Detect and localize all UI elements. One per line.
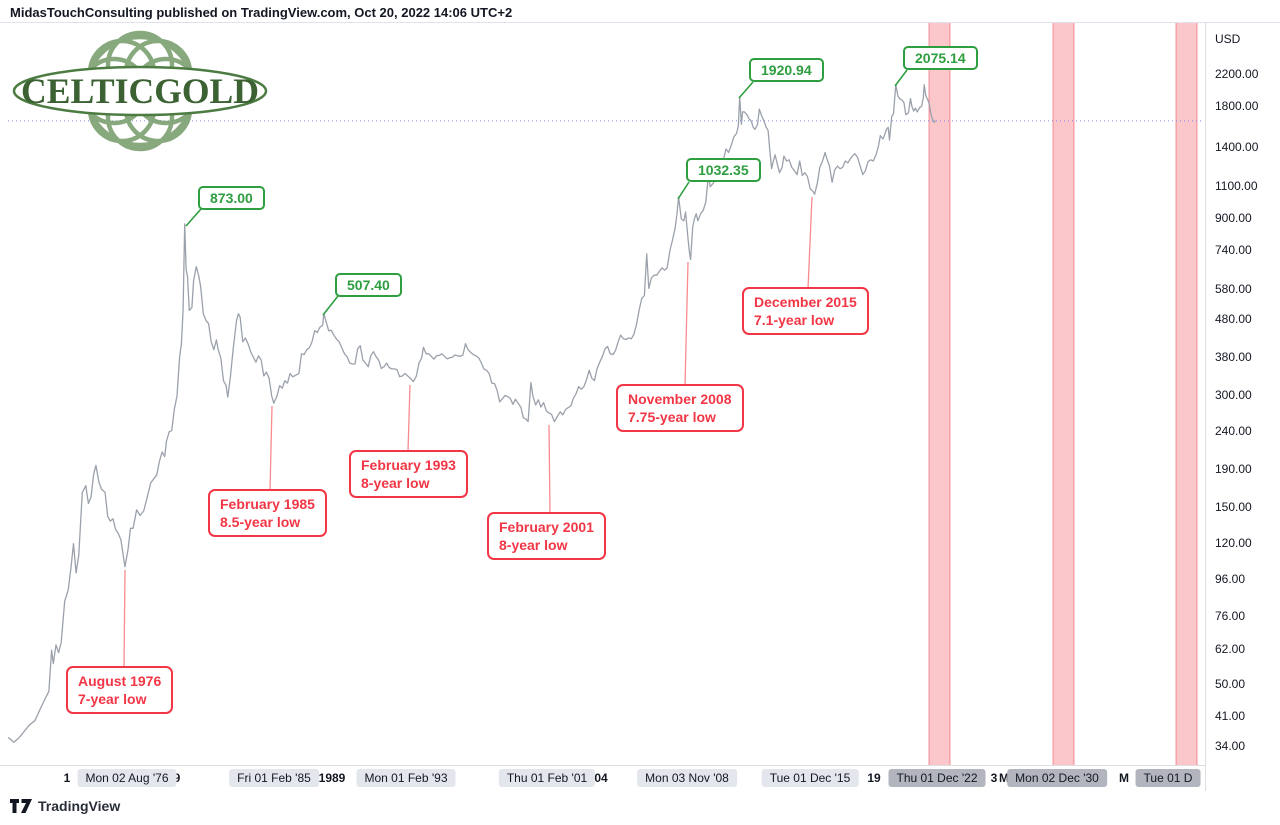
date-badge: Mon 02 Dec '30: [1007, 769, 1107, 787]
logo-ellipse: [12, 65, 268, 117]
date-badge: Fri 01 Feb '85: [229, 769, 319, 787]
price-tick: 1800.00: [1215, 99, 1259, 113]
time-axis[interactable]: 1 9 1989 04 19 3 M M Mon 02 Aug '76 Fri 01 Feb '8…: [0, 765, 1205, 792]
celticgold-logo: CELTICGOLD: [12, 28, 277, 158]
price-tick: 62.00: [1215, 642, 1246, 656]
price-tick: 240.00: [1215, 424, 1252, 438]
price-tick: 41.00: [1215, 709, 1246, 723]
low-pointer-line: [407, 384, 411, 453]
date-badge: Tue 01 Dec '15: [761, 769, 859, 787]
cycle-low-label-2001[interactable]: February 2001 8-year low: [487, 512, 606, 561]
low-pointer-line: [269, 405, 273, 492]
peak-price-label-2020[interactable]: 2075.14: [903, 46, 978, 70]
cycle-low-label-2015[interactable]: December 2015 7.1-year low: [742, 287, 869, 336]
low-label-duration: 7.75-year low: [628, 409, 716, 426]
price-tick: 150.00: [1215, 500, 1252, 514]
low-label-date: August 1976: [78, 673, 162, 689]
low-label-duration: 8-year low: [361, 475, 430, 492]
peak-pointer-line: [677, 181, 690, 200]
peak-price-label-1987[interactable]: 507.40: [335, 273, 402, 297]
projected-low-band: [1053, 23, 1074, 765]
peak-pointer-line: [322, 295, 339, 316]
projected-low-band: [1176, 23, 1197, 765]
low-pointer-line: [123, 569, 126, 669]
price-axis[interactable]: USD 2200.00 1800.00 1400.00 1100.00 900.00 74…: [1206, 22, 1280, 791]
low-label-date: February 2001: [499, 519, 594, 535]
price-tick: 50.00: [1215, 677, 1246, 691]
low-pointer-line: [807, 196, 813, 290]
price-tick: 580.00: [1215, 282, 1252, 296]
cycle-low-label-2008[interactable]: November 2008 7.75-year low: [616, 384, 744, 433]
price-tick: 300.00: [1215, 388, 1252, 402]
date-badge: Mon 01 Feb '93: [356, 769, 456, 787]
price-tick: 120.00: [1215, 536, 1252, 550]
chart-top-border: [0, 22, 1280, 23]
date-badge: Tue 01 D: [1135, 769, 1201, 787]
tradingview-logo-icon: [10, 799, 32, 813]
low-label-duration: 8-year low: [499, 537, 568, 554]
tradingview-brand: TradingView: [38, 798, 121, 814]
axis-year-fragment: 04: [594, 771, 608, 785]
price-tick: 190.00: [1215, 462, 1252, 476]
low-label-date: December 2015: [754, 294, 857, 310]
price-tick: 2200.00: [1215, 67, 1259, 81]
axis-year-fragment: 1989: [318, 771, 346, 785]
axis-year-fragment: 1: [63, 771, 71, 785]
celticgold-logo-image: CELTICGOLD: [12, 30, 268, 152]
date-badge: Thu 01 Dec '22: [888, 769, 986, 787]
cycle-low-label-1976[interactable]: August 1976 7-year low: [66, 666, 174, 715]
price-unit-label: USD: [1215, 32, 1241, 46]
date-badge: Mon 03 Nov '08: [637, 769, 737, 787]
cycle-low-label-1993[interactable]: February 1993 8-year low: [349, 450, 468, 499]
price-tick: 96.00: [1215, 572, 1246, 586]
peak-price-label-2011[interactable]: 1920.94: [749, 58, 824, 82]
price-tick: 1400.00: [1215, 140, 1259, 154]
price-tick: 76.00: [1215, 609, 1246, 623]
date-badge: Thu 01 Feb '01: [498, 769, 596, 787]
peak-price-label-1980[interactable]: 873.00: [198, 186, 265, 210]
low-label-duration: 7.1-year low: [754, 312, 835, 329]
price-axis-separator: [1205, 22, 1206, 791]
axis-year-fragment: 9: [173, 771, 181, 785]
cycle-low-label-1985[interactable]: February 1985 8.5-year low: [208, 489, 327, 538]
low-pointer-line: [548, 424, 551, 515]
peak-pointer-line: [185, 208, 202, 227]
low-label-date: February 1985: [220, 496, 315, 512]
date-badge: Mon 02 Aug '76: [77, 769, 177, 787]
axis-year-fragment: 19: [867, 771, 881, 785]
tradingview-attribution[interactable]: TradingView: [10, 798, 120, 814]
low-label-duration: 7-year low: [78, 691, 147, 708]
price-tick: 480.00: [1215, 312, 1252, 326]
peak-pointer-line: [738, 81, 754, 99]
price-tick: 380.00: [1215, 350, 1252, 364]
projected-low-band: [929, 23, 950, 765]
low-label-date: February 1993: [361, 457, 456, 473]
low-pointer-line: [684, 261, 689, 387]
low-label-date: November 2008: [628, 391, 732, 407]
price-tick: 740.00: [1215, 243, 1252, 257]
axis-year-fragment: M: [999, 771, 1009, 785]
price-tick: 34.00: [1215, 739, 1246, 753]
publisher-line: MidasTouchConsulting published on Tradin…: [10, 5, 513, 20]
axis-year-fragment: 3: [990, 771, 998, 785]
axis-year-fragment: M: [1119, 771, 1129, 785]
gold-price-line[interactable]: [7, 83, 936, 743]
price-tick: 1100.00: [1215, 179, 1258, 193]
price-tick: 900.00: [1215, 211, 1252, 225]
peak-pointer-line: [894, 69, 908, 87]
logo-text: CELTICGOLD: [21, 71, 259, 111]
low-label-duration: 8.5-year low: [220, 514, 301, 531]
peak-price-label-2008[interactable]: 1032.35: [686, 158, 761, 182]
